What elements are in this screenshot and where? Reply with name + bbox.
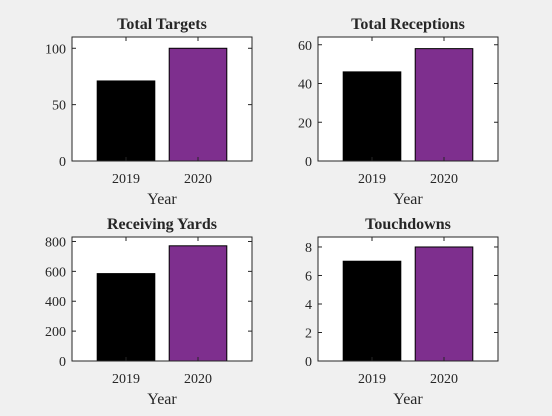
x-axis-label: Year xyxy=(393,191,423,208)
y-tick-label: 0 xyxy=(305,155,312,170)
y-tick-label: 40 xyxy=(298,78,312,93)
y-tick-label: 2 xyxy=(305,326,312,341)
y-tick-label: 60 xyxy=(298,39,312,54)
x-tick-label: 2019 xyxy=(358,372,386,387)
chart-title: Total Receptions xyxy=(351,16,465,33)
x-tick-label: 2019 xyxy=(358,172,386,187)
y-tick-label: 0 xyxy=(59,355,66,370)
y-tick-label: 100 xyxy=(45,42,66,57)
y-tick-label: 6 xyxy=(305,269,312,284)
x-tick-label: 2019 xyxy=(112,372,140,387)
x-axis-label: Year xyxy=(147,391,177,408)
y-tick-label: 8 xyxy=(305,241,312,256)
chart-receiving-yards: 0 200 400 600 800 2019 2020 Receiving Yards Year xyxy=(45,216,253,408)
bar-2019 xyxy=(96,80,156,162)
bar-2020 xyxy=(168,47,228,162)
x-tick-label: 2020 xyxy=(430,372,458,387)
chart-title: Receiving Yards xyxy=(107,216,217,233)
x-tick-label: 2020 xyxy=(184,372,212,387)
y-tick-label: 50 xyxy=(52,99,66,114)
y-tick-label: 800 xyxy=(45,235,66,250)
x-tick-label: 2019 xyxy=(112,172,140,187)
y-tick-label: 0 xyxy=(305,355,312,370)
y-tick-label: 4 xyxy=(305,298,312,313)
y-tick-label: 0 xyxy=(59,155,66,170)
chart-title: Total Targets xyxy=(117,16,207,33)
y-tick-label: 200 xyxy=(45,325,66,340)
axes-box xyxy=(71,36,253,162)
bar-2019 xyxy=(342,71,402,162)
chart-total-receptions: 0 20 40 60 2019 2020 Total Receptions Year xyxy=(298,16,499,208)
y-tick-label: 400 xyxy=(45,295,66,310)
bar-2019 xyxy=(96,273,156,362)
axes-box xyxy=(71,236,253,362)
chart-title: Touchdowns xyxy=(365,216,451,233)
bar-2020 xyxy=(168,245,228,362)
bar-2020 xyxy=(414,48,474,162)
axes-box xyxy=(317,236,499,362)
x-axis-label: Year xyxy=(147,191,177,208)
x-axis-label: Year xyxy=(393,391,423,408)
y-tick-label: 20 xyxy=(298,116,312,131)
chart-touchdowns: 0 2 4 6 8 2019 2020 Touchdowns Year xyxy=(305,216,499,408)
chart-total-targets: 0 50 100 2019 2020 Total Targets Year xyxy=(45,16,253,208)
y-tick-label: 600 xyxy=(45,265,66,280)
bar-2019 xyxy=(342,260,402,362)
axes-box xyxy=(317,36,499,162)
x-tick-label: 2020 xyxy=(430,172,458,187)
x-tick-label: 2020 xyxy=(184,172,212,187)
bar-2020 xyxy=(414,246,474,362)
